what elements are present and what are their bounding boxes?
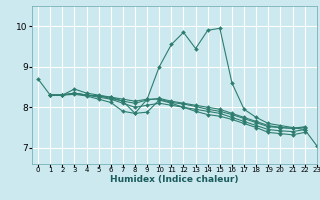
- X-axis label: Humidex (Indice chaleur): Humidex (Indice chaleur): [110, 175, 239, 184]
